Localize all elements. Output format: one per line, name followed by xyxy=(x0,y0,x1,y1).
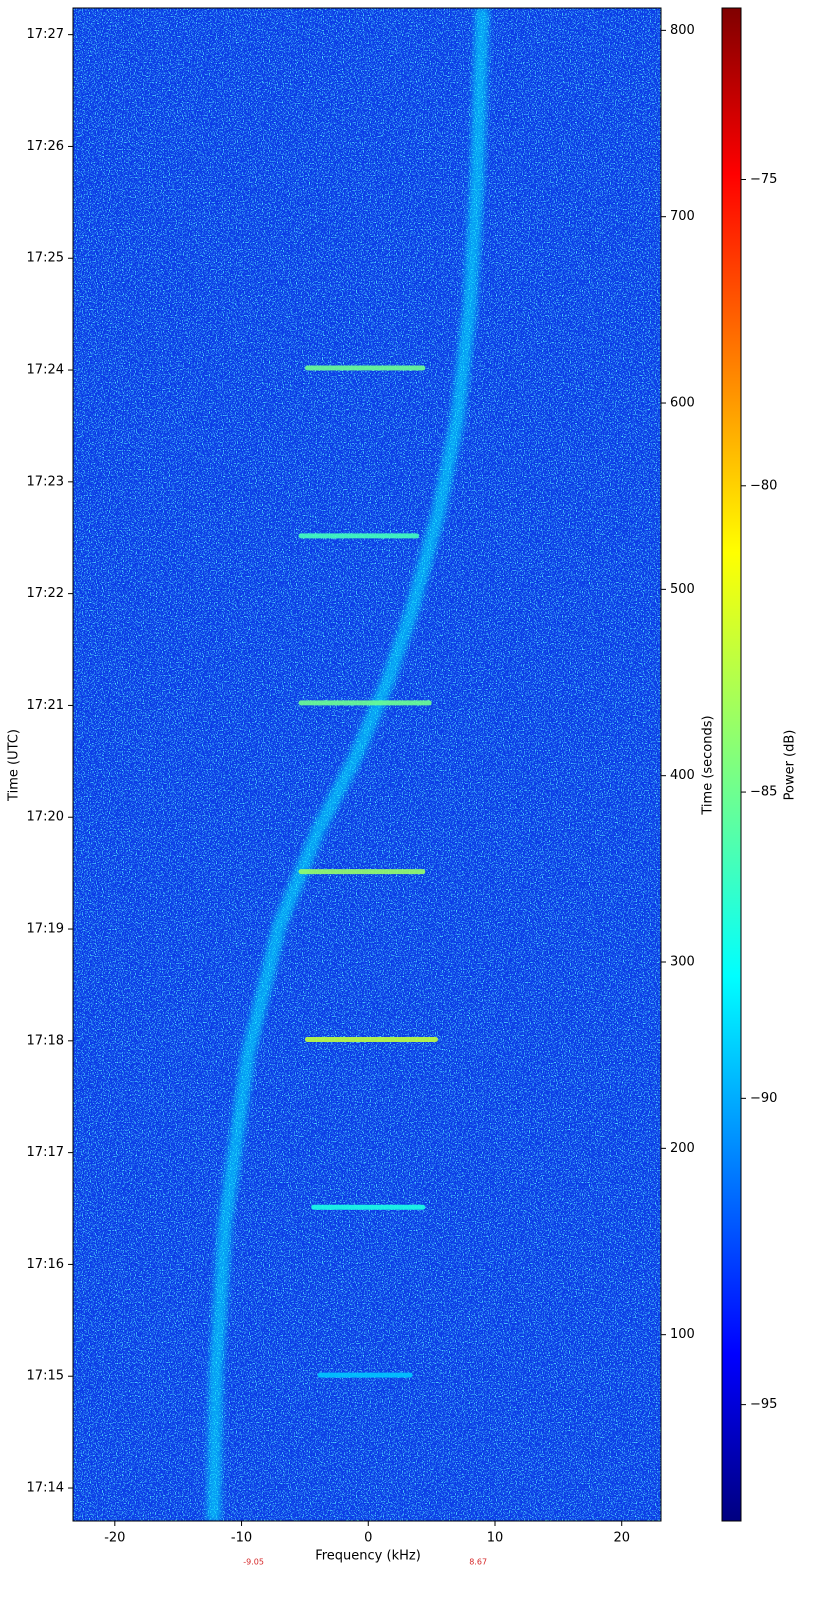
noise-texture xyxy=(73,8,661,1521)
y2-axis-label: Time (seconds) xyxy=(701,715,716,815)
colorbar-tick-label: −95 xyxy=(750,1397,777,1412)
y-tick-label: 17:24 xyxy=(27,363,64,378)
y-tick-label: 17:16 xyxy=(27,1257,64,1272)
y2-tick-label: 100 xyxy=(670,1327,695,1342)
y-tick-label: 17:21 xyxy=(27,698,64,713)
y-tick-label: 17:27 xyxy=(27,27,64,42)
colorbar-label: Power (dB) xyxy=(783,730,798,801)
y-tick-label: 17:15 xyxy=(27,1369,64,1384)
y2-tick-label: 400 xyxy=(670,768,695,783)
colorbar xyxy=(721,7,742,1522)
burst xyxy=(298,533,419,539)
burst xyxy=(317,1372,413,1378)
burst xyxy=(298,700,432,706)
burst xyxy=(304,365,426,371)
x-tick-label: 0 xyxy=(364,1531,372,1546)
x-tick-label: -20 xyxy=(104,1531,125,1546)
y-axis-label: Time (UTC) xyxy=(7,729,22,802)
y2-tick-label: 700 xyxy=(670,209,695,224)
y-tick-label: 17:20 xyxy=(27,810,64,825)
y-tick-label: 17:17 xyxy=(27,1145,64,1160)
colorbar-tick-label: −90 xyxy=(750,1091,777,1106)
y-tick-label: 17:19 xyxy=(27,922,64,937)
burst xyxy=(298,869,426,875)
y2-tick-label: 300 xyxy=(670,955,695,970)
x-tick-label: -10 xyxy=(231,1531,252,1546)
y-tick-label: 17:14 xyxy=(27,1481,64,1496)
y2-tick-label: 600 xyxy=(670,396,695,411)
plot-frame xyxy=(72,7,662,1522)
marker-label: -9.05 xyxy=(243,1558,264,1567)
burst xyxy=(311,1204,426,1210)
x-tick-label: 10 xyxy=(487,1531,504,1546)
y-tick-label: 17:26 xyxy=(27,139,64,154)
y2-tick-label: 800 xyxy=(670,23,695,38)
y2-tick-label: 500 xyxy=(670,582,695,597)
doppler-trace xyxy=(206,8,490,1521)
burst xyxy=(304,1037,438,1043)
y-tick-label: 17:23 xyxy=(27,474,64,489)
y-tick-label: 17:18 xyxy=(27,1033,64,1048)
y-tick-label: 17:22 xyxy=(27,586,64,601)
marker-label: 8.67 xyxy=(469,1558,487,1567)
x-tick-label: 20 xyxy=(613,1531,630,1546)
y-tick-label: 17:25 xyxy=(27,251,64,266)
colorbar-tick-label: −80 xyxy=(750,478,777,493)
colorbar-tick-label: −75 xyxy=(750,172,777,187)
colorbar-tick-label: −85 xyxy=(750,785,777,800)
y2-tick-label: 200 xyxy=(670,1141,695,1156)
plot-area xyxy=(73,8,661,1521)
x-axis-label: Frequency (kHz) xyxy=(315,1549,421,1564)
